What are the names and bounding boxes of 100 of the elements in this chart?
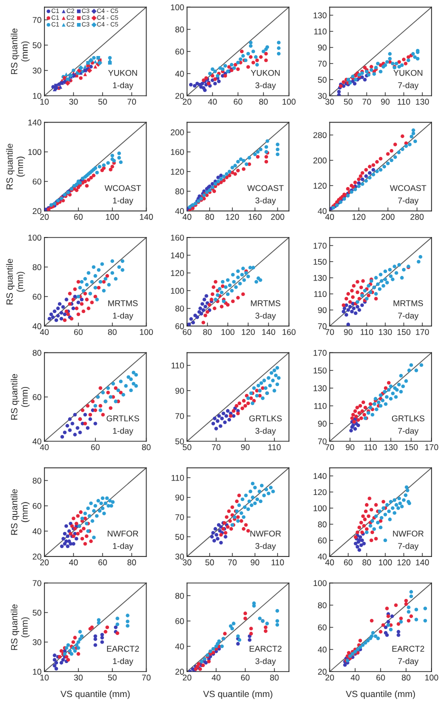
y-tick-label: 70 — [175, 413, 184, 420]
y-tick-label: 70 — [32, 17, 42, 23]
y-tick-label: 30 — [318, 92, 327, 99]
x-tick-label: 80 — [127, 559, 136, 566]
y-tick-label: 100 — [170, 4, 184, 10]
y-tick-label: 170 — [314, 350, 327, 356]
x-tick-label: 70 — [142, 674, 151, 681]
y-axis-title: RS quantile (mm) — [10, 489, 30, 535]
y-tick-label: 90 — [175, 494, 184, 500]
x-tick-label: 60 — [234, 98, 242, 105]
x-tick-label: 60 — [376, 674, 385, 681]
annotation: 3-day — [255, 542, 276, 551]
annotation: EARCT2 — [392, 646, 424, 652]
x-tick-label: 160 — [282, 329, 296, 335]
y-tick-label: 80 — [32, 264, 42, 270]
y-tick-label: 80 — [175, 306, 184, 312]
x-tick-label: 280 — [410, 214, 424, 220]
y-tick-label: 130 — [314, 274, 327, 281]
y-tick-label: 90 — [175, 388, 184, 394]
y-tick-label: 120 — [170, 168, 184, 175]
y-tick-label: 40 — [175, 643, 184, 650]
y-tick-label: 80 — [318, 521, 327, 528]
y-tick-label: 20 — [175, 668, 184, 675]
y-tick-label: 150 — [314, 368, 327, 374]
x-tick-label: 150 — [397, 329, 410, 335]
x-tick-label: 120 — [242, 329, 255, 335]
x-tick-label: 70 — [325, 329, 334, 335]
x-tick-label: 20 — [40, 559, 49, 566]
y-tick-label: 110 — [172, 474, 184, 481]
y-tick-label: 70 — [318, 323, 327, 330]
y-tick-label: 130 — [314, 12, 327, 18]
annotation: NWFOR — [250, 530, 281, 537]
x-tick-label: 200 — [271, 214, 284, 220]
y-tick-label: 30 — [32, 639, 42, 646]
x-tick-label: 40 — [40, 444, 49, 450]
y-axis-title: RS quantile (mm) — [10, 374, 30, 420]
x-tick-label: 100 — [425, 674, 438, 681]
x-tick-label: 90 — [250, 559, 260, 566]
y-tick-label: 200 — [313, 158, 327, 164]
y-tick-label: 80 — [175, 188, 184, 194]
x-tick-label: 40 — [325, 214, 334, 220]
y-tick-label: 150 — [314, 258, 327, 265]
y-tick-label: 110 — [172, 362, 184, 368]
annotation: NWFOR — [108, 530, 138, 537]
x-tick-label: 40 — [69, 559, 78, 566]
y-tick-label: 140 — [314, 473, 327, 479]
annotation: MRTMS — [250, 300, 280, 306]
y-tick-label: 60 — [32, 394, 42, 400]
y-axis-title: RS quantile (mm) — [6, 258, 25, 304]
y-tick-label: 60 — [318, 624, 327, 630]
y-tick-label: 100 — [314, 580, 327, 586]
x-tick-label: 70 — [325, 444, 334, 450]
x-tick-label: 50 — [205, 559, 214, 566]
y-tick-label: 60 — [32, 294, 42, 300]
x-tick-label: 60 — [74, 214, 83, 220]
annotation: 7-day — [398, 658, 419, 666]
annotation: 3-day — [255, 312, 276, 320]
x-tick-label: 150 — [404, 444, 418, 450]
y-tick-label: 100 — [28, 149, 42, 155]
y-tick-label: 120 — [170, 270, 184, 276]
x-tick-label: 80 — [108, 329, 117, 335]
annotation: GRTLKS — [392, 415, 424, 422]
y-axis-title: RS quantile (mm) — [10, 604, 30, 650]
x-tick-label: 50 — [108, 674, 117, 681]
y-tick-label: 40 — [318, 208, 327, 214]
x-tick-label: 80 — [362, 559, 372, 566]
x-tick-label: 20 — [182, 674, 192, 681]
x-tick-label: 100 — [378, 559, 392, 566]
y-tick-label: 140 — [170, 252, 184, 258]
y-tick-label: 60 — [32, 178, 42, 184]
y-tick-label: 130 — [314, 385, 327, 392]
y-tick-label: 20 — [318, 668, 327, 675]
x-tick-label: 120 — [397, 559, 410, 566]
y-tick-label: 70 — [318, 438, 327, 444]
y-tick-label: 20 — [32, 208, 42, 214]
x-tick-label: 20 — [325, 674, 334, 681]
annotation: WCOAST — [247, 185, 284, 192]
x-tick-label: 30 — [325, 98, 334, 105]
y-tick-label: 170 — [314, 242, 327, 249]
annotation: MRTMS — [108, 300, 138, 306]
x-tick-label: 60 — [344, 559, 353, 566]
x-tick-label: 50 — [98, 98, 107, 105]
x-tick-label: 10 — [40, 674, 49, 681]
x-tick-label: 140 — [416, 559, 429, 566]
x-tick-label: 110 — [268, 444, 281, 450]
x-tick-label: 80 — [402, 674, 410, 681]
annotation: 3-day — [255, 428, 276, 436]
y-tick-label: 160 — [170, 234, 184, 241]
y-tick-label: 280 — [313, 132, 327, 138]
x-tick-label: 60 — [241, 674, 250, 681]
x-tick-label: 80 — [270, 674, 279, 681]
y-tick-label: 80 — [175, 26, 184, 32]
y-tick-label: 110 — [314, 291, 327, 297]
x-tick-label: 40 — [212, 674, 220, 681]
x-tick-label: 50 — [182, 444, 192, 450]
x-tick-label: 70 — [362, 98, 372, 105]
y-tick-label: 50 — [318, 76, 327, 83]
x-tick-label: 110 — [360, 329, 374, 335]
y-tick-label: 100 — [28, 234, 42, 241]
x-tick-label: 100 — [282, 98, 296, 105]
